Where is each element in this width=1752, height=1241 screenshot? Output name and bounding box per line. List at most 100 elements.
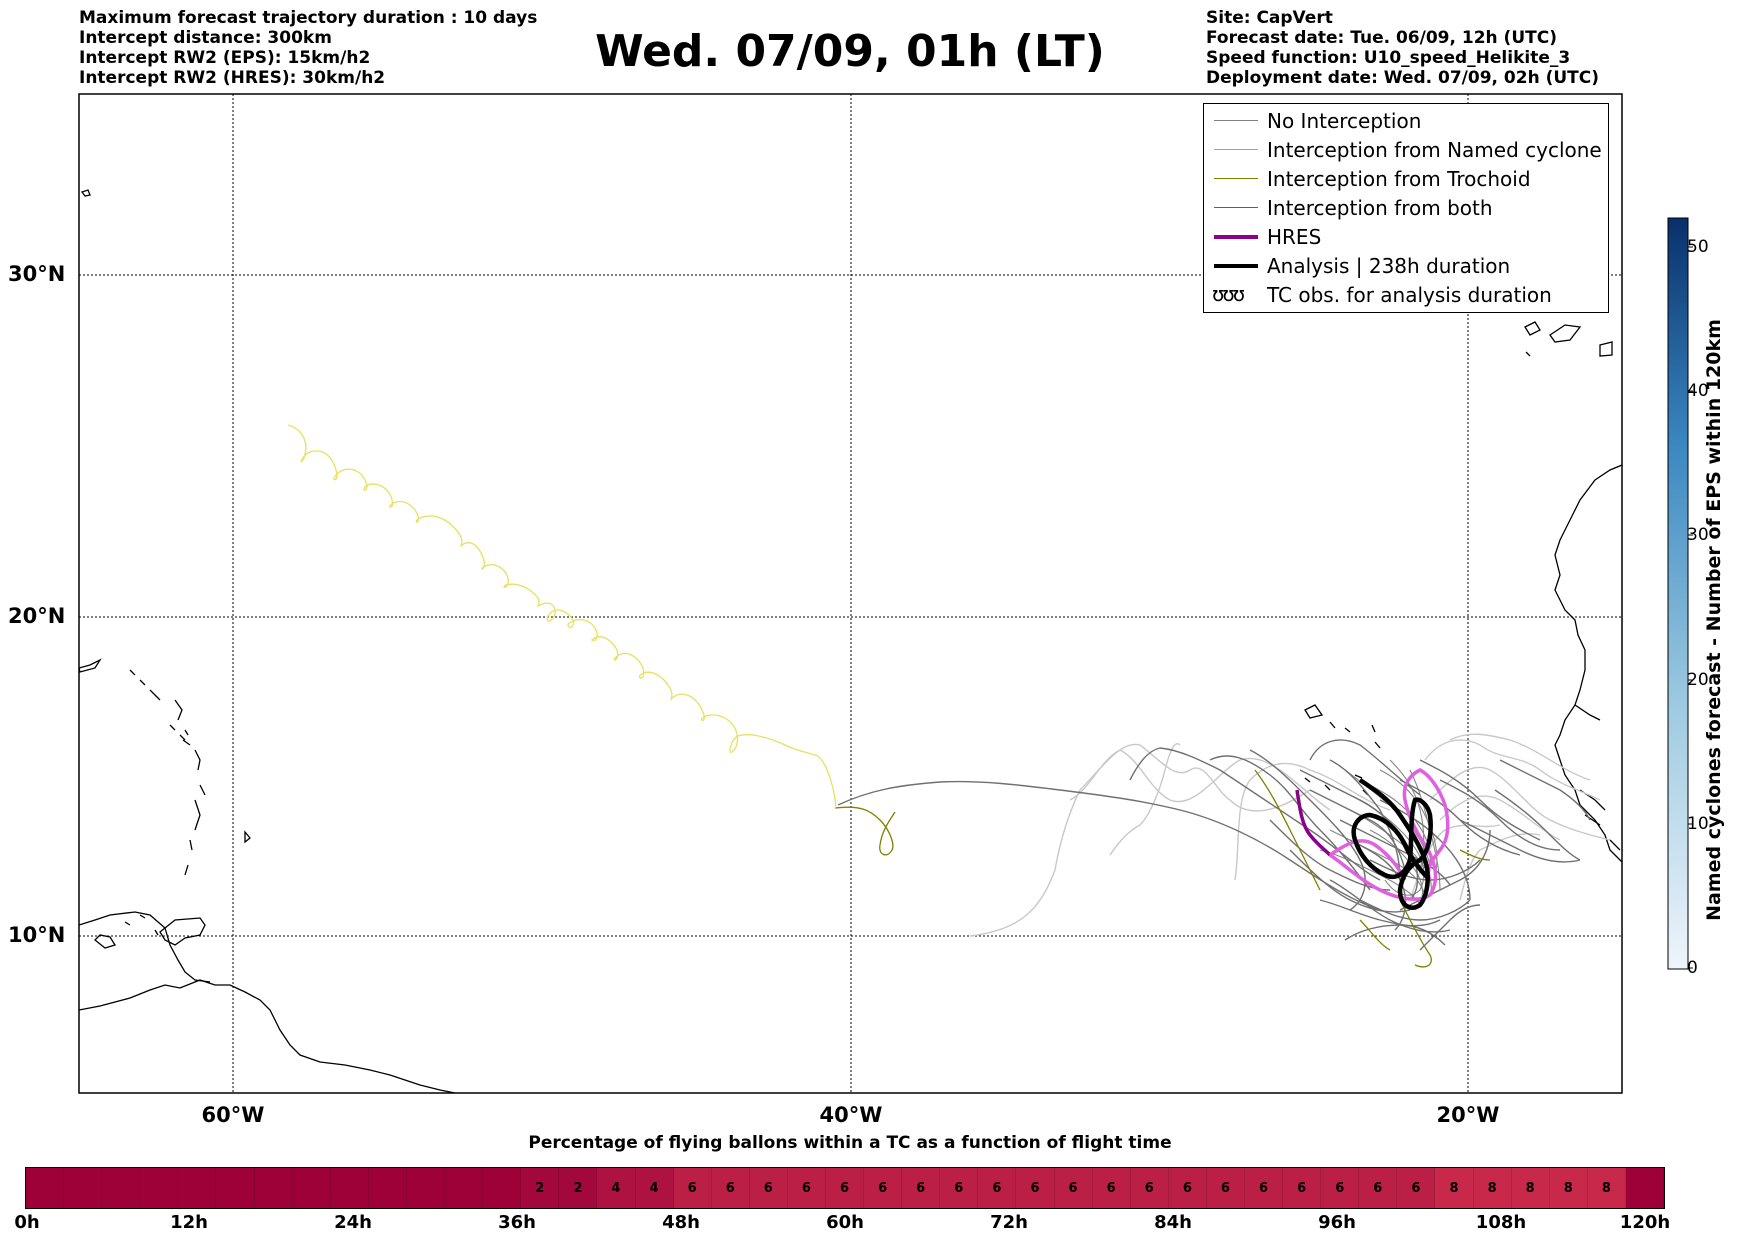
flight-bar-segment: 8	[1435, 1168, 1474, 1208]
colorbar-tick: 10	[1687, 814, 1709, 834]
flight-bar-segment	[368, 1168, 407, 1208]
flight-bar-segment: 6	[673, 1168, 712, 1208]
legend-label: No Interception	[1267, 109, 1422, 133]
puerto-rico	[79, 658, 102, 673]
legend-label: Interception from Trochoid	[1267, 167, 1531, 191]
legend-swatch	[1214, 264, 1258, 268]
colorbar-tick: 30	[1687, 525, 1709, 545]
west-africa-bays	[1574, 704, 1621, 851]
flight-bar-segment	[483, 1168, 522, 1208]
flight-bar-segment	[140, 1168, 179, 1208]
page-title: Wed. 07/09, 01h (LT)	[595, 26, 1105, 77]
flight-hour-label: 0h	[14, 1212, 40, 1233]
legend-swatch	[1214, 178, 1258, 179]
legend-item-analysis: Analysis | 238h duration	[1204, 253, 1608, 279]
colorbar-tick: 50	[1687, 237, 1709, 257]
flight-bar-segment: 6	[1016, 1168, 1055, 1208]
island-small-1	[244, 830, 251, 844]
legend-label: Interception from Named cyclone	[1267, 138, 1602, 162]
flight-bar-segment: 6	[1168, 1168, 1207, 1208]
legend-swatch	[1214, 207, 1258, 208]
info-line: Intercept distance: 300km	[79, 28, 332, 48]
flight-bar-segment: 6	[1321, 1168, 1360, 1208]
flight-bar-segment	[330, 1168, 369, 1208]
flight-hour-label: 60h	[826, 1212, 864, 1233]
flight-hour-label: 84h	[1154, 1212, 1192, 1233]
flight-hour-label: 12h	[170, 1212, 208, 1233]
flight-bar-segment: 6	[1397, 1168, 1436, 1208]
info-line: Intercept RW2 (EPS): 15km/h2	[79, 48, 371, 68]
coastlines	[79, 189, 1622, 1093]
info-line: Speed function: U10_speed_Helikite_3	[1206, 48, 1571, 68]
flight-hour-label: 24h	[334, 1212, 372, 1233]
lesser-antilles	[174, 699, 206, 876]
flight-bar-segment: 6	[1359, 1168, 1398, 1208]
flight-bar-segment: 6	[978, 1168, 1017, 1208]
flight-bar-segment	[102, 1168, 141, 1208]
flight-bar-segment	[292, 1168, 331, 1208]
lat-label-20n: 20°N	[8, 604, 66, 628]
flight-bar-segment: 8	[1473, 1168, 1512, 1208]
flight-bar-segment: 2	[559, 1168, 598, 1208]
flight-bar-segment: 8	[1587, 1168, 1626, 1208]
legend-swatch	[1214, 120, 1258, 121]
legend-item-trochoid: Interception from Trochoid	[1204, 166, 1608, 192]
legend-label: Interception from both	[1267, 196, 1493, 220]
flight-bar-segment: 8	[1511, 1168, 1550, 1208]
flight-bar-segment: 6	[711, 1168, 750, 1208]
info-line: Forecast date: Tue. 06/09, 12h (UTC)	[1206, 28, 1557, 48]
lat-label-10n: 10°N	[8, 923, 66, 947]
south-america-coast	[79, 979, 456, 1093]
colorbar-scale	[1667, 217, 1689, 970]
flight-bar-segment: 6	[1130, 1168, 1169, 1208]
lat-label-30n: 30°N	[8, 262, 66, 286]
bermuda	[80, 189, 91, 197]
flight-bar-segment	[26, 1168, 65, 1208]
flight-bar-segment: 6	[1092, 1168, 1131, 1208]
legend-label: HRES	[1267, 225, 1322, 249]
legend-label: TC obs. for analysis duration	[1267, 283, 1552, 307]
info-line: Maximum forecast trajectory duration : 1…	[79, 8, 538, 28]
flight-bar-segment: 6	[787, 1168, 826, 1208]
flight-bar-segment: 6	[749, 1168, 788, 1208]
flight-hour-label: 36h	[498, 1212, 536, 1233]
legend-item-tc-obs: ʊʊʊ TC obs. for analysis duration	[1204, 282, 1608, 308]
left-info-block: Maximum forecast trajectory duration : 1…	[79, 8, 537, 88]
flight-bar-segment	[1625, 1168, 1665, 1208]
flight-bar-segment: 4	[597, 1168, 636, 1208]
info-line: Deployment date: Wed. 07/09, 02h (UTC)	[1206, 68, 1600, 88]
right-info-block: Site: CapVert Forecast date: Tue. 06/09,…	[1206, 8, 1599, 88]
legend-item-no-interception: No Interception	[1204, 108, 1608, 134]
info-line: Site: CapVert	[1206, 8, 1333, 28]
tracks-trochoid	[834, 769, 1491, 968]
flight-bar-segment: 6	[1245, 1168, 1284, 1208]
lon-label-20w: 20°W	[1436, 1103, 1500, 1127]
trinidad	[159, 917, 206, 946]
flight-bar-segment	[216, 1168, 255, 1208]
track-yellow-trochoid	[287, 424, 837, 809]
legend-item-both: Interception from both	[1204, 195, 1608, 221]
colorbar-tick: 0	[1687, 958, 1698, 978]
flight-bar-segment: 6	[1283, 1168, 1322, 1208]
flight-bar-segment: 2	[521, 1168, 560, 1208]
canary-islands	[1524, 321, 1613, 357]
lon-label-40w: 40°W	[819, 1103, 883, 1127]
lon-label-60w: 60°W	[201, 1103, 265, 1127]
track-hres	[1295, 768, 1450, 901]
legend-swatch	[1214, 149, 1258, 150]
islands-north	[129, 669, 186, 741]
caribbean-islands-1	[94, 934, 117, 949]
flight-bar-title: Percentage of flying ballons within a TC…	[528, 1133, 1172, 1153]
legend-item-named-cyclone: Interception from Named cyclone	[1204, 137, 1608, 163]
flight-hour-label: 96h	[1318, 1212, 1356, 1233]
flight-bar-segment: 6	[825, 1168, 865, 1208]
flight-hour-label: 108h	[1475, 1212, 1527, 1233]
flight-hour-label: 120h	[1619, 1212, 1671, 1233]
cape-verde-islands	[1304, 704, 1381, 796]
caribbean-islands-2	[124, 914, 159, 936]
flight-hour-label: 48h	[662, 1212, 700, 1233]
flight-hour-label: 72h	[990, 1212, 1028, 1233]
colorbar-ticks	[1688, 246, 1693, 969]
flight-bar-segment	[178, 1168, 217, 1208]
